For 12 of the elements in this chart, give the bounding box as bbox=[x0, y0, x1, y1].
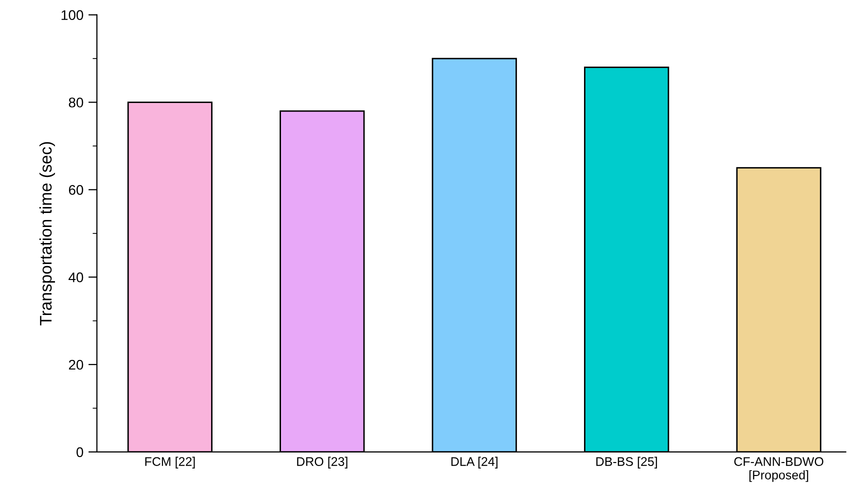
y-tick-label: 80 bbox=[68, 98, 84, 108]
x-tick-label: DB-BS [25] bbox=[596, 456, 657, 468]
y-tick-label: 0 bbox=[76, 447, 84, 458]
x-tick-label: CF-ANN-BDWO [Proposed] bbox=[734, 457, 824, 482]
y-tick-label: 100 bbox=[62, 10, 84, 20]
y-tick-label: 40 bbox=[68, 272, 84, 282]
x-tick-label: DRO [23] bbox=[297, 456, 348, 468]
y-tick-label: 20 bbox=[68, 360, 84, 370]
y-tick-label: 60 bbox=[68, 185, 84, 195]
x-tick-label: FCM [22] bbox=[145, 456, 195, 468]
x-tick-label: DLA [24] bbox=[451, 456, 498, 468]
y-axis-title: Transportation time (sec) bbox=[39, 142, 55, 326]
